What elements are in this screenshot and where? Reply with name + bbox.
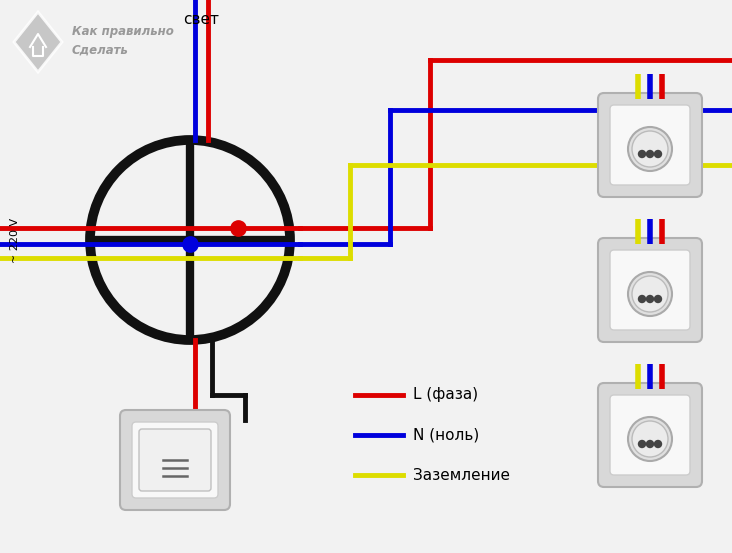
Circle shape [628,127,672,171]
Circle shape [632,131,668,167]
FancyBboxPatch shape [610,250,690,330]
Text: L (фаза): L (фаза) [413,388,478,403]
FancyBboxPatch shape [610,105,690,185]
Text: N (ноль): N (ноль) [413,427,479,442]
Polygon shape [14,12,62,72]
Circle shape [646,295,654,302]
Text: Заземление: Заземление [413,467,510,483]
Circle shape [638,150,646,158]
Circle shape [628,272,672,316]
FancyBboxPatch shape [139,429,211,491]
Circle shape [638,441,646,447]
Circle shape [654,441,662,447]
Text: Как правильно: Как правильно [72,25,174,39]
Circle shape [638,295,646,302]
Circle shape [632,421,668,457]
Circle shape [646,441,654,447]
FancyBboxPatch shape [598,383,702,487]
Circle shape [654,295,662,302]
FancyBboxPatch shape [598,238,702,342]
FancyBboxPatch shape [598,93,702,197]
Circle shape [628,417,672,461]
Circle shape [654,150,662,158]
Circle shape [646,150,654,158]
FancyBboxPatch shape [132,422,218,498]
Text: Сделать: Сделать [72,44,129,56]
FancyBboxPatch shape [610,395,690,475]
FancyBboxPatch shape [120,410,230,510]
Text: ~ 220 V: ~ 220 V [10,217,20,263]
Text: свет: свет [184,12,220,27]
Circle shape [632,276,668,312]
